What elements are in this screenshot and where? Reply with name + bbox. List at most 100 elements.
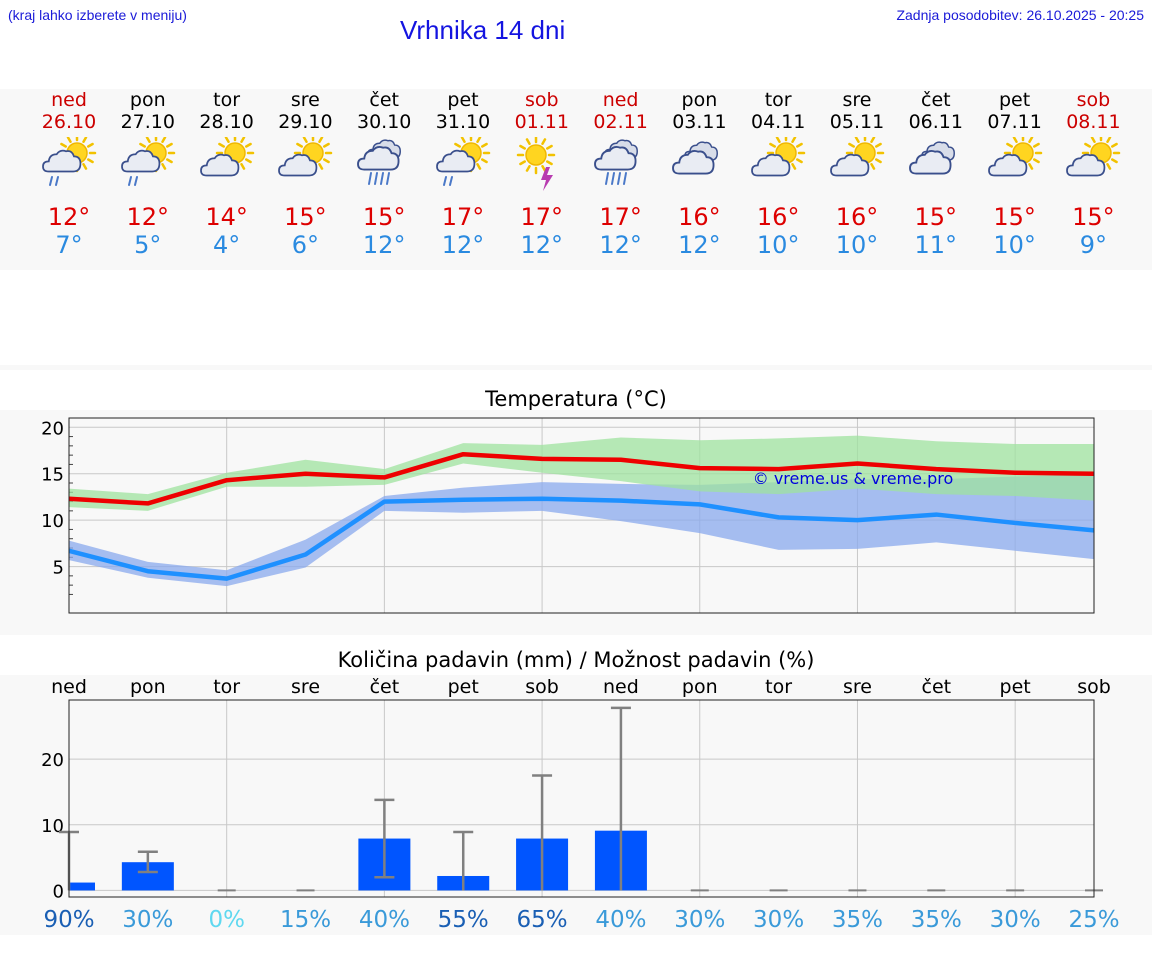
x-category-label: pet	[1000, 676, 1031, 698]
day-column: tor 04.11 16° 10°	[738, 89, 818, 259]
precipitation-probability-label: 65%	[517, 907, 568, 933]
temperature-chart-title: Temperatura (°C)	[485, 387, 667, 411]
x-category-label: pon	[130, 676, 166, 698]
min-temperature-range-band	[69, 474, 1094, 587]
precipitation-probability-label: 55%	[438, 907, 489, 933]
temperature-chart: 20 15 10 5 © vreme.us & vreme.pro	[41, 417, 1095, 614]
x-category-label: sre	[291, 676, 320, 698]
day-column: čet 06.11 15° 11°	[896, 89, 976, 259]
day-column: pon 03.11 16° 12°	[659, 89, 739, 259]
plot-frame	[68, 417, 1095, 614]
max-temperature: 17°	[520, 203, 564, 231]
x-category-label: sob	[525, 676, 559, 698]
min-temperature: 9°	[1079, 231, 1108, 259]
day-name: tor	[213, 89, 241, 111]
precipitation-probability-label: 0%	[208, 907, 245, 933]
min-temperature: 12°	[362, 231, 406, 259]
day-name: pon	[129, 89, 166, 111]
precipitation-probability-label: 30%	[990, 907, 1041, 933]
sun-cloud-icon	[985, 133, 1045, 197]
day-column: pon 27.10 12° 5°	[108, 89, 188, 259]
day-date: 03.11	[672, 111, 727, 133]
min-temperature: 10°	[993, 231, 1036, 259]
min-temperature: 11°	[914, 231, 958, 259]
min-temperature: 12°	[599, 231, 642, 259]
sun-cloud-icon	[197, 133, 257, 197]
day-name: pet	[998, 89, 1031, 111]
watermark: © vreme.us & vreme.pro	[753, 469, 954, 488]
precipitation-chart-title: Količina padavin (mm) / Možnost padavin …	[337, 648, 815, 672]
max-temperature: 15°	[284, 203, 327, 231]
max-temperature: 17°	[441, 203, 485, 231]
x-category-label: čet	[922, 676, 952, 698]
day-name: ned	[51, 89, 87, 111]
min-temperature: 10°	[835, 231, 879, 259]
day-date: 01.11	[514, 111, 569, 133]
day-column: sob 01.11 17° 12°	[502, 89, 582, 259]
x-category-label: pon	[682, 676, 718, 698]
min-temperature: 10°	[756, 231, 800, 259]
max-temperature: 16°	[835, 203, 879, 231]
max-temperature: 16°	[756, 203, 800, 231]
sun-cloud-icon	[275, 133, 335, 197]
sun-cloud-icon	[827, 133, 887, 197]
day-name: čet	[369, 89, 399, 111]
max-temperature: 12°	[47, 203, 91, 231]
max-temperature: 15°	[1072, 203, 1115, 231]
precipitation-probability-label: 30%	[753, 907, 804, 933]
x-category-label: pet	[448, 676, 479, 698]
min-temperature: 12°	[441, 231, 485, 259]
day-date: 27.10	[120, 111, 175, 133]
day-column: sre 29.10 15° 6°	[265, 89, 345, 259]
day-column: ned 26.10 12° 7°	[29, 89, 109, 259]
x-category-label: tor	[765, 676, 792, 698]
precipitation-probability-label: 30%	[674, 907, 725, 933]
day-column: pet 31.10 17° 12°	[423, 89, 503, 259]
max-temperature: 15°	[993, 203, 1036, 231]
day-name: pon	[681, 89, 718, 111]
cloud-heavy-rain-icon	[354, 137, 414, 197]
min-temperature: 6°	[291, 231, 320, 259]
min-temperature: 4°	[212, 231, 241, 259]
cloud-icon	[906, 137, 966, 197]
day-date: 28.10	[199, 111, 254, 133]
day-name: tor	[764, 89, 792, 111]
day-column: pet 07.11 15° 10°	[975, 89, 1055, 259]
precipitation-probability-label: 30%	[122, 907, 173, 933]
sun-thunder-icon	[512, 135, 572, 197]
x-category-label: tor	[213, 676, 240, 698]
precipitation-probability-label: 15%	[280, 907, 331, 933]
precipitation-probability-label: 40%	[595, 907, 646, 933]
page-title: Vrhnika 14 dni	[400, 15, 566, 45]
last-updated: Zadnja posodobitev: 26.10.2025 - 20:25	[896, 7, 1144, 23]
min-temperature: 12°	[678, 231, 721, 259]
y-tick-label: 5	[53, 558, 64, 579]
precipitation-probability-label: 35%	[911, 907, 962, 933]
y-tick-label: 0	[53, 881, 64, 902]
daily-forecast-panel: ned 26.10 12° 7° pon 27.10 12° 5° tor 28.10 14°…	[0, 89, 1152, 270]
day-date: 08.11	[1066, 111, 1121, 133]
day-name: pet	[447, 89, 479, 111]
precipitation-chart: ned pon tor sre čet pet sob ned pon tor sre čet pet s…	[41, 676, 1119, 933]
day-column: ned 02.11 17° 12°	[581, 89, 661, 259]
day-date: 30.10	[356, 111, 412, 133]
precipitation-probability-label: 35%	[832, 907, 883, 933]
x-category-label: ned	[51, 676, 87, 698]
plot-area	[69, 700, 1094, 897]
y-tick-label: 20	[41, 418, 64, 439]
sun-cloud-icon	[748, 133, 808, 197]
y-tick-label: 15	[41, 465, 64, 486]
x-category-label: čet	[370, 676, 400, 698]
sun-cloud-rain-icon	[118, 133, 178, 197]
max-temperature: 15°	[362, 203, 406, 231]
y-tick-label: 10	[41, 511, 64, 532]
precipitation-probability-label: 90%	[43, 907, 94, 933]
y-tick-label: 20	[41, 750, 64, 771]
plot-frame	[68, 699, 1095, 898]
x-category-label: sre	[843, 676, 872, 698]
day-name: ned	[602, 89, 639, 111]
max-temperature: 16°	[678, 203, 721, 231]
day-column: sob 08.11 15° 9°	[1053, 89, 1133, 259]
day-date: 05.11	[829, 111, 885, 133]
sun-cloud-rain-icon	[433, 133, 493, 197]
